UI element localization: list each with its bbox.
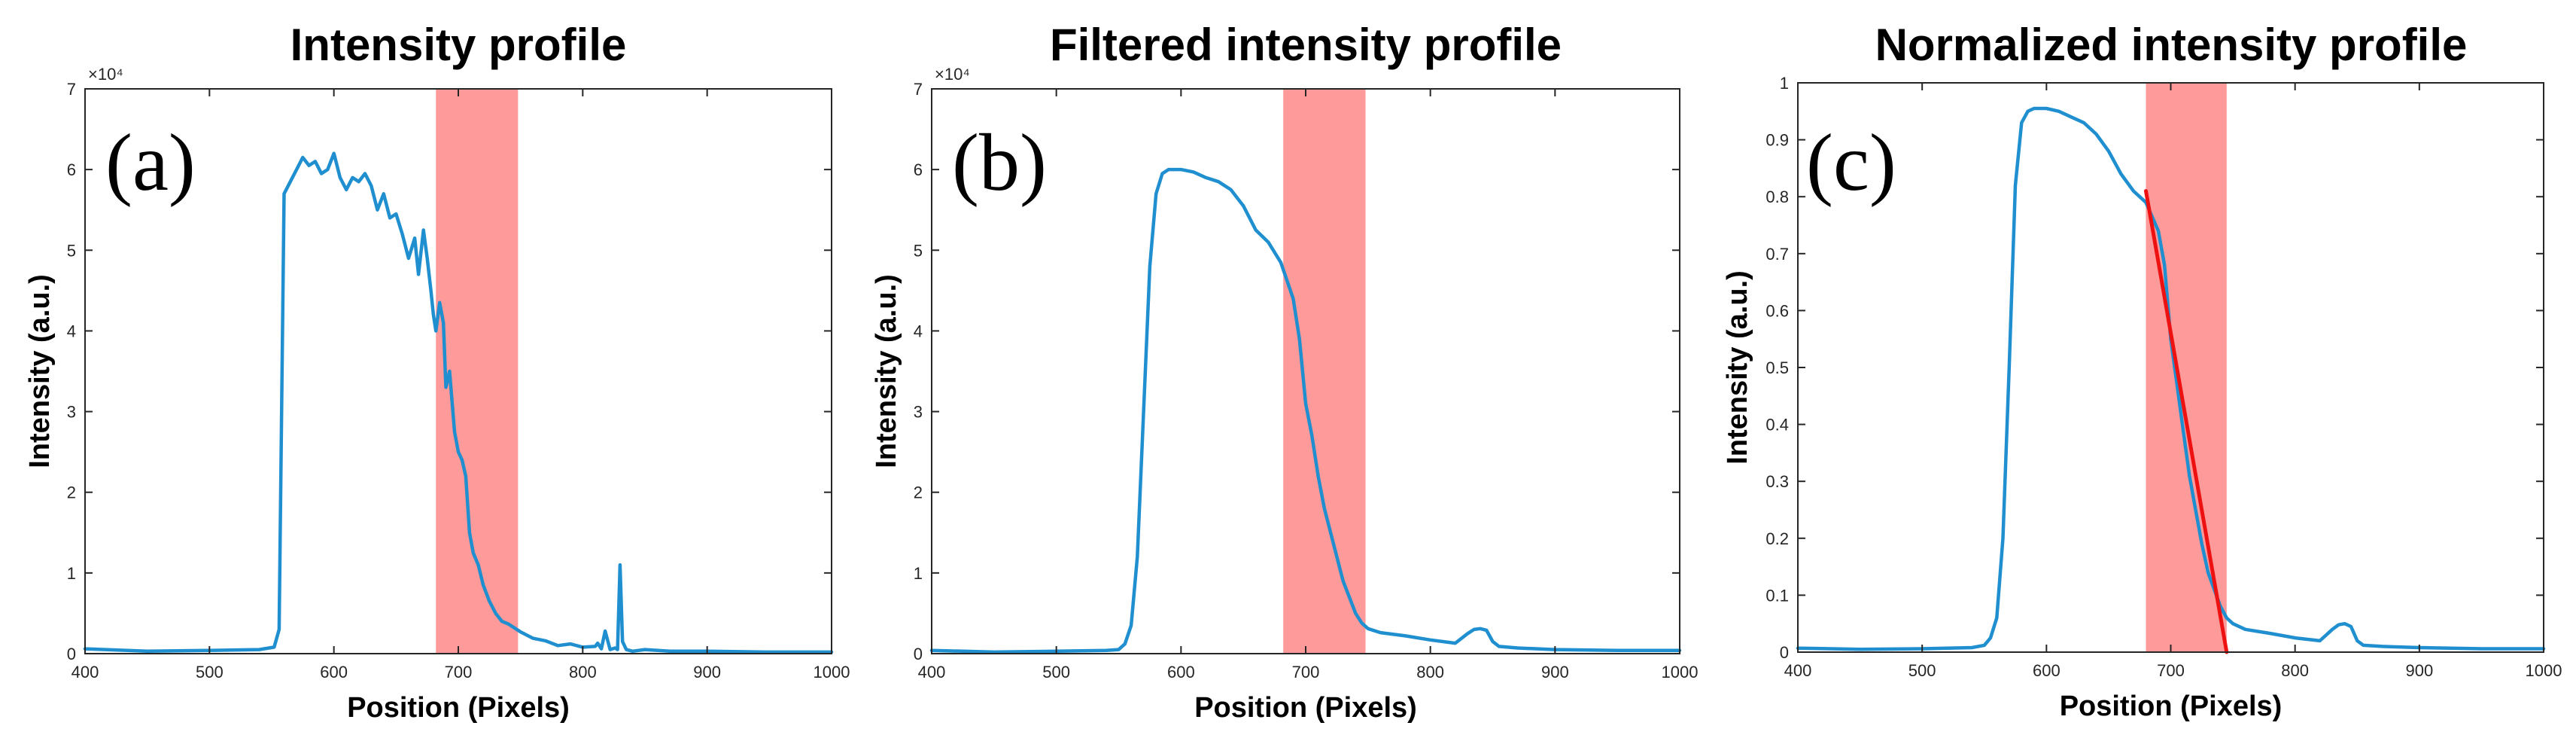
- series-line-0: [929, 167, 1682, 654]
- y-multiplier-label: ×10⁴: [935, 65, 970, 84]
- x-tick-label: 1000: [1662, 663, 1699, 681]
- y-axis-label: Intensity (a.u.): [871, 274, 902, 468]
- series-line-1: [2144, 189, 2229, 654]
- chart-panel-1: 0 1 2 3 4 5 6 7 400 500 600 700 800 900 1000 ×10⁴ Positi…: [871, 20, 1698, 724]
- x-tick-label: 900: [2405, 661, 2433, 680]
- panel-label: (c): [1806, 118, 1896, 208]
- y-tick-label: 1: [914, 564, 923, 583]
- x-axis-label: Position (Pixels): [347, 692, 570, 724]
- x-tick-label: 500: [1042, 663, 1070, 681]
- chart-panel-2: 0 0.1 0.2 0.3 0.4 0.5 0.6 0.7 0.8 0.9 1 400 500 600 70…: [1722, 20, 2562, 722]
- x-tick-label: 900: [1541, 663, 1569, 681]
- y-tick-label: 3: [67, 403, 76, 422]
- y-tick-label: 5: [914, 241, 923, 260]
- x-tick-label: 1000: [814, 663, 850, 681]
- y-tick-label: 0: [914, 645, 923, 663]
- y-tick-label: 4: [914, 322, 923, 340]
- x-tick-label: 800: [569, 663, 597, 681]
- y-tick-label: 0.7: [1765, 245, 1789, 264]
- y-tick-label: 6: [67, 160, 76, 179]
- chart-title: Normalized intensity profile: [1875, 20, 2468, 70]
- panel-label: (a): [105, 118, 196, 208]
- y-tick-label: 0: [67, 645, 76, 663]
- x-tick-label: 700: [445, 663, 473, 681]
- x-tick-label: 800: [1416, 663, 1444, 681]
- x-tick-label: 500: [196, 663, 224, 681]
- y-tick-label: 0.4: [1765, 416, 1789, 435]
- highlight-region: [2146, 83, 2227, 652]
- x-tick-label: 800: [2281, 661, 2309, 680]
- y-axis-label: Intensity (a.u.): [24, 274, 56, 468]
- x-tick-label: 600: [1167, 663, 1195, 681]
- x-tick-label: 400: [1784, 661, 1812, 680]
- x-tick-label: 700: [1292, 663, 1320, 681]
- y-tick-label: 6: [914, 160, 923, 179]
- series-line-0: [83, 151, 834, 654]
- x-tick-label: 400: [918, 663, 946, 681]
- y-tick-label: 1: [67, 564, 76, 583]
- x-tick-label: 1000: [2526, 661, 2562, 680]
- y-tick-label: 1: [1780, 74, 1789, 93]
- x-tick-label: 600: [2033, 661, 2060, 680]
- x-tick-label: 700: [2157, 661, 2185, 680]
- y-tick-label: 5: [67, 241, 76, 260]
- y-tick-label: 0.9: [1765, 131, 1789, 150]
- x-tick-label: 500: [1908, 661, 1936, 680]
- x-tick-label: 400: [71, 663, 99, 681]
- y-tick-label: 7: [67, 80, 76, 99]
- chart-panel-0: 0 1 2 3 4 5 6 7 400 500 600 700 800 900 1000 ×10⁴ Positi…: [24, 20, 850, 724]
- y-tick-label: 0.1: [1765, 586, 1789, 605]
- y-tick-label: 0.3: [1765, 472, 1789, 491]
- highlight-region: [1283, 89, 1366, 654]
- y-tick-label: 0.6: [1765, 301, 1789, 320]
- y-tick-label: 7: [914, 80, 923, 99]
- x-axis-label: Position (Pixels): [1194, 692, 1417, 724]
- chart-title: Filtered intensity profile: [1050, 20, 1562, 70]
- y-axis-label: Intensity (a.u.): [1722, 270, 1753, 465]
- y-tick-label: 4: [67, 322, 76, 340]
- y-tick-label: 0.2: [1765, 529, 1789, 548]
- y-tick-label: 2: [67, 483, 76, 502]
- x-tick-label: 900: [693, 663, 721, 681]
- panel-label: (b): [952, 118, 1047, 208]
- y-tick-label: 2: [914, 483, 923, 502]
- y-tick-label: 0.8: [1765, 188, 1789, 206]
- chart-title: Intensity profile: [290, 20, 627, 70]
- x-tick-label: 600: [320, 663, 348, 681]
- y-multiplier-label: ×10⁴: [88, 65, 123, 84]
- y-tick-label: 3: [914, 403, 923, 422]
- y-tick-label: 0: [1780, 643, 1789, 662]
- y-tick-label: 0.5: [1765, 358, 1789, 377]
- x-axis-label: Position (Pixels): [2060, 691, 2283, 722]
